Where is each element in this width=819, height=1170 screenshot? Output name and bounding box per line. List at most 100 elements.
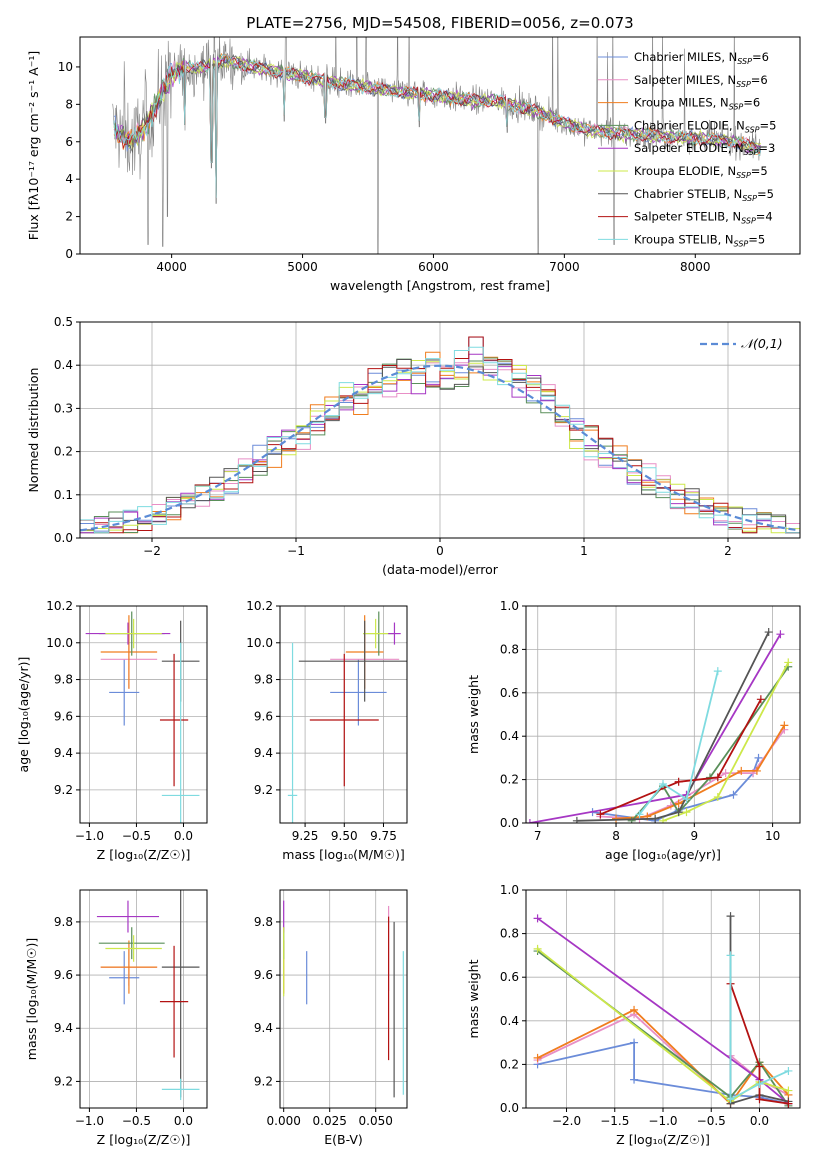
y-tick-label: 9.4: [54, 746, 73, 760]
y-tick-label: 0.0: [54, 531, 73, 545]
weight-marker-2: [780, 721, 789, 730]
weight-vs-age-xlabel: age [log₁₀(age/yr)]: [605, 847, 721, 862]
x-tick-label: 9: [690, 829, 698, 843]
x-tick-label: 1: [580, 544, 588, 558]
legend-nssp: =6: [743, 96, 760, 110]
age-vs-Z-axes: −1.0 −0.5 0.0 9.2 9.4 9.6 9.8 10.0 10.2 Z [log₁₀(…: [16, 599, 208, 862]
weight-marker-0: [754, 753, 763, 762]
x-tick-label: −0.5: [122, 1114, 151, 1128]
legend-nssp: =5: [757, 187, 774, 201]
x-tick-label: −1.0: [75, 1114, 104, 1128]
weight-vs-Z-ylabel: mass weight: [466, 959, 481, 1038]
y-tick-label: 0.4: [54, 358, 73, 372]
weight-line-8: [638, 670, 719, 815]
age-vs-Z-plot: [85, 611, 200, 823]
mass-vs-EBV-frame: [279, 889, 408, 1109]
weight-marker-7: [784, 1099, 793, 1108]
weight-vs-Z-xlabel: Z [log₁₀(Z/Z☉)]: [616, 1132, 710, 1147]
y-tick-label: 9.4: [254, 746, 273, 760]
y-tick-label: 0.1: [54, 488, 73, 502]
weight-marker-5: [784, 1086, 793, 1095]
model-line-8: [113, 53, 762, 198]
legend-entry: Salpeter MILES, NSSP=6: [634, 73, 768, 89]
y-tick-label: 10: [58, 60, 73, 74]
weight-line-7: [600, 698, 762, 816]
legend-nssp: =5: [760, 118, 777, 132]
x-tick-label: −1: [287, 544, 305, 558]
weight-marker-8: [726, 951, 735, 960]
weight-marker-2: [612, 814, 621, 823]
x-tick-label: 7: [534, 829, 542, 843]
mass-vs-Z-plot: [96, 890, 200, 1101]
x-tick-label: 7000: [549, 260, 580, 274]
weight-marker-6: [674, 808, 683, 817]
y-tick-label: 1.0: [500, 883, 519, 897]
weight-vs-age-axes: 7 8 9 10 0.0 0.2 0.4 0.6 0.8 1.0 age [log₁₀(age/yr…: [466, 599, 801, 862]
legend-nssp: =5: [748, 232, 765, 246]
y-tick-label: 0.2: [54, 445, 73, 459]
y-tick-label: 0.6: [500, 970, 519, 984]
legend-entry: Kroupa ELODIE, NSSP=5: [634, 164, 768, 180]
x-tick-label: 0.025: [313, 1114, 347, 1128]
legend-entry: Kroupa STELIB, NSSP=5: [634, 232, 765, 248]
weight-line-3: [537, 950, 790, 1107]
weight-vs-age-frame: [525, 605, 801, 824]
y-tick-label: 0.2: [500, 773, 519, 787]
y-tick-label: 8: [65, 97, 73, 111]
legend-nssp: =4: [756, 210, 773, 224]
weight-marker-2: [630, 1005, 639, 1014]
y-tick-label: 2: [65, 210, 73, 224]
weight-marker-4: [526, 819, 534, 823]
age-vs-mass-xlabel: mass [log₁₀(M/M☉)]: [282, 847, 404, 862]
y-tick-label: 9.8: [54, 673, 73, 687]
weight-marker-0: [630, 1038, 639, 1047]
y-tick-label: 9.4: [254, 1021, 273, 1035]
x-tick-label: 5000: [287, 260, 318, 274]
x-tick-label: 6000: [418, 260, 449, 274]
weight-marker-2: [674, 799, 683, 808]
x-tick-label: 9.75: [370, 829, 397, 843]
weight-line-8: [729, 955, 789, 1101]
weight-vs-age-ylabel: mass weight: [466, 675, 481, 754]
legend-entry: Chabrier STELIB, NSSP=5: [634, 187, 774, 203]
y-tick-label: 9.2: [254, 1074, 273, 1088]
spectrum-ylabel: Flux [fλ10⁻¹⁷ erg cm⁻² s⁻¹ A⁻¹]: [26, 51, 41, 240]
y-tick-label: 0.0: [500, 1101, 519, 1115]
weight-marker-2: [752, 766, 761, 775]
histogram-7: [80, 336, 800, 534]
y-tick-label: 0.5: [54, 315, 73, 329]
x-tick-label: 0.0: [174, 829, 193, 843]
x-tick-label: 8000: [680, 260, 711, 274]
legend-entry: Salpeter STELIB, NSSP=4: [634, 210, 773, 226]
weight-vs-age-plot: [526, 628, 793, 823]
y-tick-label: 0.8: [500, 642, 519, 656]
histogram-8: [80, 346, 800, 534]
weight-marker-4: [776, 630, 785, 639]
weight-marker-6: [651, 814, 660, 823]
x-tick-label: −1.0: [75, 829, 104, 843]
mass-vs-Z-xlabel: Z [log₁₀(Z/Z☉)]: [97, 1132, 191, 1147]
y-tick-label: 10.2: [46, 599, 73, 613]
weight-marker-8: [635, 810, 644, 819]
mass-vs-Z-axes: −1.0 −0.5 0.0 9.2 9.4 9.6 9.8 Z [log₁₀(Z/Z☉)] ma…: [24, 889, 208, 1147]
weight-vs-Z-plot: [533, 912, 793, 1108]
y-tick-label: 9.6: [54, 968, 73, 982]
weight-marker-6: [764, 628, 773, 637]
legend-nssp: =3: [758, 141, 775, 155]
y-tick-label: 0.4: [500, 729, 519, 743]
weight-line-5: [662, 661, 790, 822]
weight-marker-5: [682, 808, 691, 817]
residuals-xlabel: (data-model)/error: [382, 562, 499, 577]
x-tick-label: 8: [612, 829, 620, 843]
weight-marker-8: [726, 1095, 735, 1104]
weight-marker-8: [713, 667, 722, 676]
spectrum-xlabel: wavelength [Angstrom, rest frame]: [330, 278, 550, 293]
spectrum-axes: 4000 5000 6000 7000 8000 0 2 4 6 8 10 wavelength [A…: [26, 36, 801, 293]
x-tick-label: −1.0: [648, 1114, 677, 1128]
age-vs-Z-ylabel: age [log₁₀(age/yr)]: [16, 657, 31, 773]
weight-marker-2: [533, 1053, 542, 1062]
weight-marker-8: [755, 1080, 764, 1089]
weight-marker-4: [533, 914, 542, 923]
mass-vs-EBV-plot: [283, 900, 404, 1098]
y-tick-label: 0.2: [500, 1057, 519, 1071]
